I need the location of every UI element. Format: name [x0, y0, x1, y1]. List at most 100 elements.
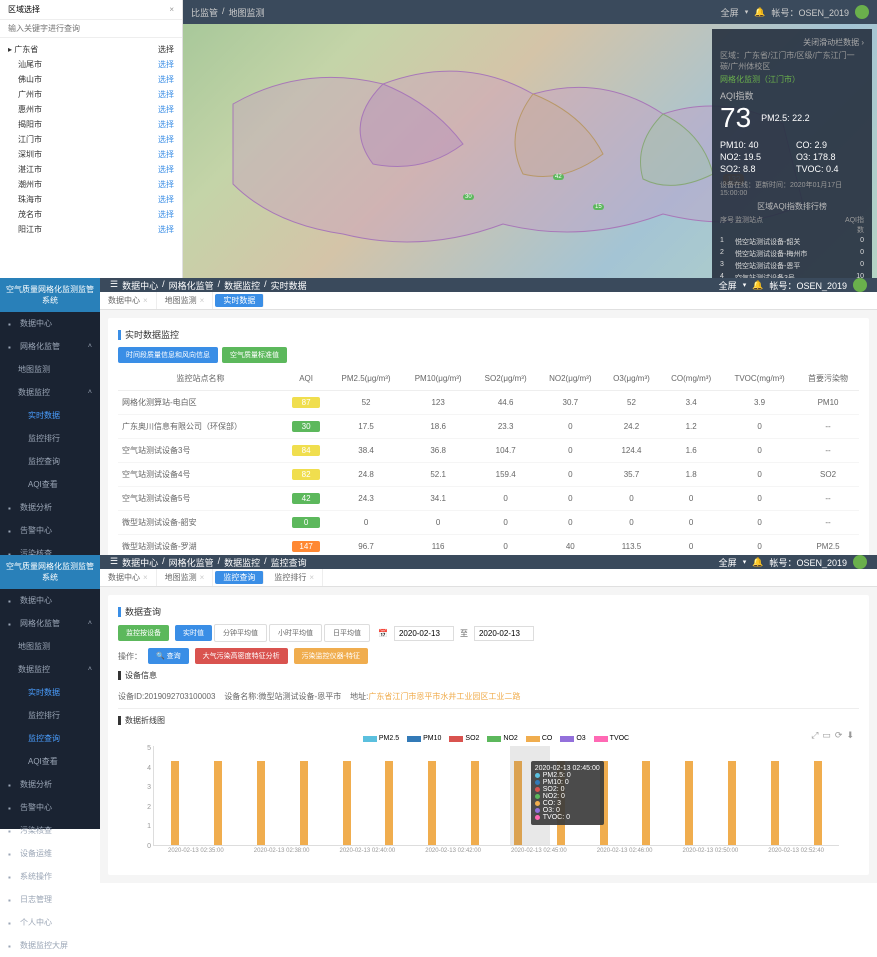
sidebar-item[interactable]: ▪数据监控大屏: [0, 934, 100, 957]
sidebar-item[interactable]: 实时数据: [0, 404, 100, 427]
sidebar-item[interactable]: ▪数据中心: [0, 589, 100, 612]
sidebar-item[interactable]: AQI查看: [0, 750, 100, 773]
region-search-input[interactable]: [8, 24, 174, 33]
sidebar-item[interactable]: ▪网格化监管˄: [0, 335, 100, 358]
tab[interactable]: 数据中心 ×: [100, 292, 157, 309]
sidebar-item[interactable]: ▪数据分析: [0, 496, 100, 519]
time-tab[interactable]: 分钟平均值: [214, 624, 267, 642]
chart-bar[interactable]: [685, 761, 693, 845]
tab[interactable]: 数据中心 ×: [100, 569, 157, 586]
map-canvas[interactable]: 132 30 42 15 关闭滑动栏数据 › 区域：广东省/江门市/区级/广东江…: [183, 24, 877, 278]
tree-city-item[interactable]: 广州市选择: [0, 87, 182, 102]
chart-bar[interactable]: [642, 761, 650, 845]
select-link[interactable]: 选择: [158, 194, 174, 205]
select-link[interactable]: 选择: [158, 179, 174, 190]
chart-bar[interactable]: [171, 761, 179, 845]
notify-icon[interactable]: 🔔: [752, 557, 763, 568]
select-link[interactable]: 选择: [158, 119, 174, 130]
device-filter-button[interactable]: 监控按设备: [118, 625, 169, 641]
fullscreen-link[interactable]: 全屏: [719, 556, 737, 569]
compare-button[interactable]: 污染监控仪器-特征: [294, 648, 368, 664]
tab[interactable]: 实时数据: [215, 294, 264, 307]
sidebar-item[interactable]: ▪设备运维: [0, 842, 100, 865]
sidebar-item[interactable]: ▪数据中心: [0, 312, 100, 335]
select-link[interactable]: 选择: [158, 164, 174, 175]
sidebar-item[interactable]: 监控排行: [0, 427, 100, 450]
select-link[interactable]: 选择: [158, 74, 174, 85]
chart-bar[interactable]: [214, 761, 222, 845]
legend-item[interactable]: O3: [560, 735, 585, 742]
tree-city-item[interactable]: 揭阳市选择: [0, 117, 182, 132]
chart-bar[interactable]: [385, 761, 393, 845]
date-to-input[interactable]: [474, 626, 534, 641]
tree-city-item[interactable]: 佛山市选择: [0, 72, 182, 87]
time-tab[interactable]: 日平均值: [324, 624, 370, 642]
notify-icon[interactable]: 🔔: [752, 280, 763, 291]
tree-city-item[interactable]: 潮州市选择: [0, 177, 182, 192]
legend-item[interactable]: TVOC: [594, 735, 629, 742]
select-link[interactable]: 选择: [158, 89, 174, 100]
sidebar-item[interactable]: ▪告警中心: [0, 796, 100, 819]
tab[interactable]: 地图监测 ×: [157, 292, 214, 309]
date-from-input[interactable]: [394, 626, 454, 641]
tree-city-item[interactable]: 茂名市选择: [0, 207, 182, 222]
legend-item[interactable]: PM2.5: [363, 735, 399, 742]
sidebar-item[interactable]: 监控排行: [0, 704, 100, 727]
chart-bar[interactable]: [300, 761, 308, 845]
tab[interactable]: 监控查询: [215, 571, 264, 584]
sidebar-item[interactable]: 实时数据: [0, 681, 100, 704]
tab[interactable]: 地图监测 ×: [157, 569, 214, 586]
chart-tool-icon[interactable]: ⟳: [835, 730, 843, 741]
legend-item[interactable]: PM10: [407, 735, 441, 742]
select-link[interactable]: 选择: [158, 59, 174, 70]
chart-bar[interactable]: [428, 761, 436, 845]
sidebar-item[interactable]: ▪告警中心: [0, 519, 100, 542]
info-button[interactable]: 时间段质量信息和风向信息: [118, 347, 218, 363]
chart-bar[interactable]: [471, 761, 479, 845]
tree-city-item[interactable]: 深圳市选择: [0, 147, 182, 162]
info-close[interactable]: 关闭滑动栏数据 ›: [720, 37, 864, 48]
select-link[interactable]: 选择: [158, 149, 174, 160]
select-link[interactable]: 选择: [158, 209, 174, 220]
chart-bar[interactable]: [814, 761, 822, 845]
tree-city-item[interactable]: 汕尾市选择: [0, 57, 182, 72]
sidebar-item[interactable]: ▪网格化监管˄: [0, 612, 100, 635]
avatar[interactable]: [853, 278, 867, 292]
time-tab[interactable]: 实时值: [175, 625, 212, 641]
chart-bar[interactable]: [343, 761, 351, 845]
fullscreen-link[interactable]: 全屏: [719, 279, 737, 292]
legend-item[interactable]: NO2: [487, 735, 517, 742]
sidebar-item[interactable]: ▪个人中心: [0, 911, 100, 934]
sidebar-item[interactable]: 监控查询: [0, 450, 100, 473]
select-link[interactable]: 选择: [158, 224, 174, 235]
query-button[interactable]: 🔍 查询: [148, 648, 189, 664]
sidebar-item[interactable]: 监控查询: [0, 727, 100, 750]
sidebar-item[interactable]: ▪系统操作: [0, 865, 100, 888]
select-link[interactable]: 选择: [158, 134, 174, 145]
close-icon[interactable]: ×: [169, 5, 174, 14]
chart-tool-icon[interactable]: ▭: [822, 730, 831, 741]
tab[interactable]: 监控排行 ×: [266, 569, 323, 586]
select-link[interactable]: 选择: [158, 104, 174, 115]
chart-bar[interactable]: [728, 761, 736, 845]
tree-city-item[interactable]: 惠州市选择: [0, 102, 182, 117]
sidebar-item[interactable]: ▪数据分析: [0, 773, 100, 796]
sidebar-item[interactable]: 数据监控˄: [0, 658, 100, 681]
fullscreen-link[interactable]: 全屏: [721, 6, 739, 19]
chart-tool-icon[interactable]: ⬇: [846, 730, 854, 741]
export-button[interactable]: 大气污染高密度特征分析: [195, 648, 288, 664]
sidebar-item[interactable]: 数据监控˄: [0, 381, 100, 404]
avatar[interactable]: [853, 555, 867, 569]
tree-root[interactable]: ▸ 广东省 选择: [0, 42, 182, 57]
chart-bar[interactable]: [257, 761, 265, 845]
sidebar-item[interactable]: ▪污染核查: [0, 819, 100, 842]
legend-item[interactable]: SO2: [449, 735, 479, 742]
sidebar-item[interactable]: 地图监测: [0, 358, 100, 381]
select-link[interactable]: 选择: [158, 44, 174, 55]
sidebar-item[interactable]: ▪日志管理: [0, 888, 100, 911]
tree-city-item[interactable]: 珠海市选择: [0, 192, 182, 207]
chart-tool-icon[interactable]: ⤢: [811, 730, 818, 741]
sidebar-item[interactable]: 地图监测: [0, 635, 100, 658]
standard-button[interactable]: 空气质量标准值: [222, 347, 287, 363]
sidebar-item[interactable]: AQI查看: [0, 473, 100, 496]
